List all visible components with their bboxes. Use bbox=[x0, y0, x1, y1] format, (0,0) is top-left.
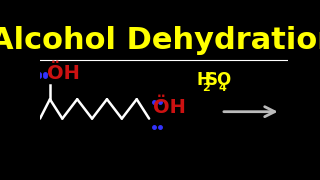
Text: Alcohol Dehydration: Alcohol Dehydration bbox=[0, 26, 320, 55]
Text: SO: SO bbox=[206, 71, 232, 89]
Text: ÖH: ÖH bbox=[153, 98, 186, 117]
Text: H: H bbox=[196, 71, 210, 89]
Text: 4: 4 bbox=[218, 83, 226, 93]
Text: 2: 2 bbox=[202, 83, 210, 93]
Text: ÖH: ÖH bbox=[47, 64, 80, 83]
